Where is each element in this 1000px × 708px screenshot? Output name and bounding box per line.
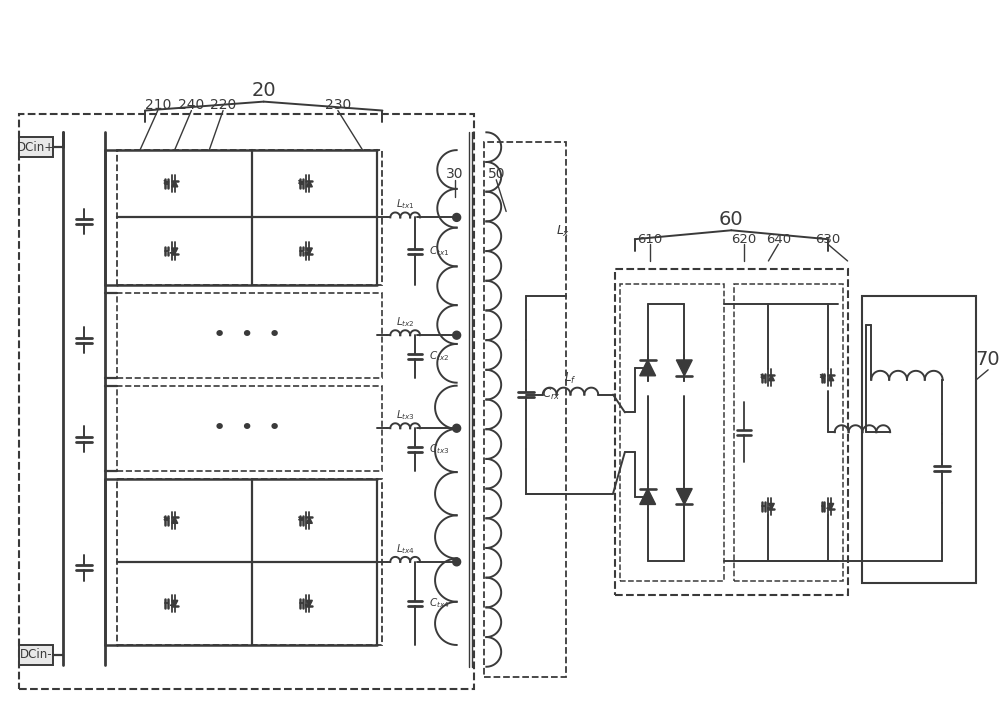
Circle shape <box>453 331 461 339</box>
Text: 30: 30 <box>446 167 463 181</box>
Polygon shape <box>306 248 312 254</box>
Text: 50: 50 <box>487 167 505 181</box>
Bar <box>734 284 843 581</box>
Circle shape <box>453 213 461 222</box>
Text: 20: 20 <box>251 81 276 101</box>
Text: $C_{tx2}$: $C_{tx2}$ <box>429 350 449 363</box>
Text: $L_{tx1}$: $L_{tx1}$ <box>396 198 415 212</box>
Text: $C_{tx3}$: $C_{tx3}$ <box>429 442 449 457</box>
Text: $L_{tx4}$: $L_{tx4}$ <box>396 542 415 556</box>
Bar <box>117 292 382 378</box>
Polygon shape <box>306 518 312 523</box>
Bar <box>19 645 53 665</box>
Text: DCin+: DCin+ <box>17 141 55 154</box>
Text: $C_{tx1}$: $C_{tx1}$ <box>429 244 449 258</box>
Polygon shape <box>172 518 178 523</box>
Text: $C_{tx4}$: $C_{tx4}$ <box>429 597 450 610</box>
Text: 640: 640 <box>766 233 791 246</box>
Circle shape <box>453 424 461 432</box>
Text: 240: 240 <box>178 98 205 112</box>
Text: $C_{rx}$: $C_{rx}$ <box>542 387 560 402</box>
Text: 630: 630 <box>815 233 840 246</box>
Text: 60: 60 <box>719 210 744 229</box>
Polygon shape <box>640 360 656 376</box>
Text: 70: 70 <box>976 350 1000 370</box>
Text: 620: 620 <box>731 233 756 246</box>
Bar <box>117 479 382 645</box>
Text: $L_{tx3}$: $L_{tx3}$ <box>396 409 415 422</box>
Bar <box>117 386 382 471</box>
Bar <box>484 142 566 677</box>
Text: $L_x$: $L_x$ <box>556 224 570 239</box>
Polygon shape <box>768 503 774 509</box>
Text: DCin-: DCin- <box>20 649 52 661</box>
Polygon shape <box>676 489 692 504</box>
Text: $L_f$: $L_f$ <box>564 371 577 387</box>
Text: 230: 230 <box>325 98 351 112</box>
Text: •  •  •: • • • <box>213 325 281 346</box>
Polygon shape <box>172 600 178 607</box>
Polygon shape <box>172 248 178 254</box>
Polygon shape <box>306 600 312 607</box>
Text: •  •  •: • • • <box>213 418 281 438</box>
Text: 210: 210 <box>145 98 171 112</box>
Bar <box>862 296 976 583</box>
Circle shape <box>453 558 461 566</box>
Bar <box>620 284 724 581</box>
Bar <box>615 269 848 595</box>
Text: $L_{tx2}$: $L_{tx2}$ <box>396 316 415 329</box>
Polygon shape <box>828 375 834 381</box>
Polygon shape <box>306 181 312 187</box>
Bar <box>117 150 382 285</box>
Polygon shape <box>676 360 692 376</box>
Bar <box>19 115 474 688</box>
Polygon shape <box>768 375 774 381</box>
Polygon shape <box>828 503 834 509</box>
Polygon shape <box>172 181 178 187</box>
Text: 610: 610 <box>637 233 662 246</box>
Bar <box>19 137 53 157</box>
Text: 220: 220 <box>210 98 236 112</box>
Polygon shape <box>640 489 656 504</box>
